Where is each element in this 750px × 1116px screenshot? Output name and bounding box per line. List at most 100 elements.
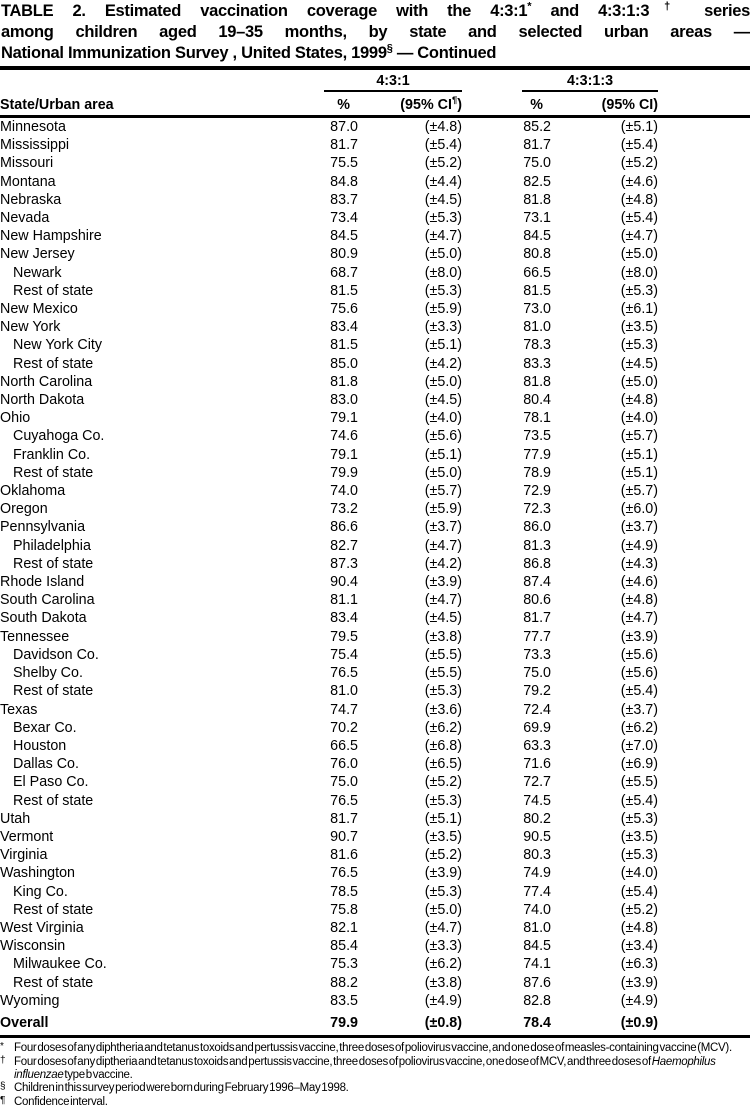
row-4313-pct: 73.5 bbox=[523, 428, 552, 445]
footnote-marker: * bbox=[0, 1040, 4, 1052]
table-row: New Mexico 75.6 (±5.9) 73.0 (±6.1) bbox=[0, 300, 750, 318]
row-431-pct: 83.4 bbox=[330, 610, 358, 627]
table-row: Philadelphia 82.7 (±4.7) 81.3 (±4.9) bbox=[0, 537, 750, 555]
row-area-name: Oklahoma bbox=[0, 483, 66, 500]
row-431-pct: 83.7 bbox=[330, 191, 358, 208]
row-431-pct: 75.4 bbox=[330, 646, 358, 663]
row-431-pct: 81.1 bbox=[330, 592, 358, 609]
empty-cell bbox=[658, 555, 750, 573]
table-row: Missouri 75.5 (±5.2) 75.0 (±5.2) bbox=[0, 154, 750, 172]
column-group-4313: 4:3:1:3 bbox=[522, 73, 659, 92]
empty-cell bbox=[658, 427, 750, 445]
table-title: TABLE 2. Estimated vaccination coverage … bbox=[0, 0, 750, 64]
row-4313-ci: (±5.7) bbox=[620, 483, 659, 500]
empty-cell bbox=[658, 919, 750, 937]
row-area-name: Montana bbox=[0, 173, 56, 190]
row-4313-ci: (±4.9) bbox=[620, 992, 659, 1009]
empty-cell bbox=[658, 646, 750, 664]
footnote-ref-section: § bbox=[386, 42, 393, 55]
row-area-name: New Hampshire bbox=[0, 228, 102, 245]
row-431-pct: 66.5 bbox=[330, 737, 358, 754]
footnote-text: Four doses of any diphtheria and tetanus… bbox=[14, 1041, 732, 1054]
row-4313-pct: 78.1 bbox=[523, 410, 552, 427]
row-4313-pct: 63.3 bbox=[523, 737, 552, 754]
row-431-pct: 86.6 bbox=[330, 519, 358, 536]
row-431-ci: (±3.9) bbox=[424, 574, 463, 591]
row-431-ci: (±4.7) bbox=[424, 592, 463, 609]
empty-header-cell bbox=[658, 92, 750, 118]
table-row: Rest of state 88.2 (±3.8) 87.6 (±3.9) bbox=[0, 974, 750, 992]
empty-cell bbox=[658, 628, 750, 646]
footnote-text: Four doses of any diptheria and tetanus … bbox=[14, 1055, 652, 1068]
title-text: and 4:3:1:3 bbox=[531, 2, 650, 20]
empty-cell bbox=[658, 500, 750, 518]
row-431-ci: (±3.5) bbox=[424, 828, 463, 845]
row-area-name: Mississippi bbox=[0, 137, 70, 154]
row-431-pct: 82.1 bbox=[330, 919, 358, 936]
row-4313-ci: (±4.8) bbox=[620, 919, 659, 936]
empty-cell bbox=[658, 992, 750, 1010]
table-row: Milwaukee Co. 75.3 (±6.2) 74.1 (±6.3) bbox=[0, 955, 750, 973]
empty-cell bbox=[658, 173, 750, 191]
row-area-name: El Paso Co. bbox=[13, 774, 89, 791]
row-431-ci: (±4.8) bbox=[424, 119, 463, 135]
row-431-ci: (±3.8) bbox=[424, 628, 463, 645]
row-area-name: Rest of state bbox=[13, 792, 94, 809]
table-row: New Jersey 80.9 (±5.0) 80.8 (±5.0) bbox=[0, 245, 750, 263]
row-area-name: Milwaukee Co. bbox=[13, 956, 107, 973]
empty-cell bbox=[658, 154, 750, 172]
row-431-ci: (±5.1) bbox=[424, 337, 463, 354]
row-area-name: Rest of state bbox=[13, 974, 94, 991]
row-4313-ci: (±3.9) bbox=[620, 974, 659, 991]
row-431-ci: (±4.2) bbox=[424, 555, 463, 572]
row-4313-ci: (±6.9) bbox=[620, 756, 659, 773]
row-431-pct: 75.6 bbox=[330, 301, 358, 318]
row-area-name: Utah bbox=[0, 810, 31, 827]
row-431-pct: 73.2 bbox=[330, 501, 358, 518]
row-431-ci: (±5.2) bbox=[424, 155, 463, 172]
table-row: Rest of state 75.8 (±5.0) 74.0 (±5.2) bbox=[0, 901, 750, 919]
empty-cell bbox=[658, 336, 750, 354]
footnote-ref-asterisk: * bbox=[527, 0, 532, 13]
row-4313-pct: 72.3 bbox=[523, 501, 552, 518]
row-431-ci: (±4.9) bbox=[424, 992, 463, 1009]
title-text: — Continued bbox=[392, 44, 497, 62]
row-4313-ci: (±5.4) bbox=[620, 883, 659, 900]
row-area-name: Wyoming bbox=[0, 992, 60, 1009]
empty-cell bbox=[658, 264, 750, 282]
row-431-pct: 74.6 bbox=[330, 428, 358, 445]
row-4313-ci: (±6.1) bbox=[620, 301, 659, 318]
row-area-name: North Dakota bbox=[0, 392, 85, 409]
row-area-name: Dallas Co. bbox=[13, 756, 79, 773]
row-4313-ci: (±6.3) bbox=[620, 956, 659, 973]
row-431-pct: 75.0 bbox=[330, 774, 358, 791]
table-row: Franklin Co. 79.1 (±5.1) 77.9 (±5.1) bbox=[0, 446, 750, 464]
column-header-pct-4313: % bbox=[462, 92, 552, 118]
row-4313-pct: 75.0 bbox=[523, 665, 552, 682]
row-4313-ci: (±4.7) bbox=[620, 228, 659, 245]
row-431-ci: (±4.7) bbox=[424, 919, 463, 936]
table-row: Oregon 73.2 (±5.9) 72.3 (±6.0) bbox=[0, 500, 750, 518]
column-header-ci-4313: (95% CI) bbox=[551, 92, 659, 118]
row-4313-pct: 72.7 bbox=[523, 774, 552, 791]
row-area-name: Rest of state bbox=[13, 282, 94, 299]
empty-cell bbox=[658, 773, 750, 791]
column-group-row: 4:3:1 4:3:1:3 bbox=[0, 70, 750, 92]
row-4313-pct: 79.2 bbox=[523, 683, 552, 700]
row-431-pct: 81.8 bbox=[330, 373, 358, 390]
row-431-ci: (±3.3) bbox=[424, 938, 463, 955]
empty-cell bbox=[658, 573, 750, 591]
row-area-name: Minnesota bbox=[0, 119, 66, 135]
row-431-pct: 81.5 bbox=[330, 337, 358, 354]
empty-cell bbox=[658, 117, 750, 137]
row-4313-pct: 81.0 bbox=[523, 919, 552, 936]
group-cell-4313: 4:3:1:3 bbox=[462, 70, 659, 92]
row-area-name: Franklin Co. bbox=[13, 446, 91, 463]
row-area-name: West Virginia bbox=[0, 919, 84, 936]
footnote-ref-pilcrow: ¶ bbox=[451, 95, 458, 107]
row-4313-pct: 80.8 bbox=[523, 246, 552, 263]
table-row: New York City 81.5 (±5.1) 78.3 (±5.3) bbox=[0, 336, 750, 354]
table-row: Virginia 81.6 (±5.2) 80.3 (±5.3) bbox=[0, 846, 750, 864]
column-header-pct-431: % bbox=[300, 92, 358, 118]
row-4313-pct: 81.3 bbox=[523, 537, 552, 554]
